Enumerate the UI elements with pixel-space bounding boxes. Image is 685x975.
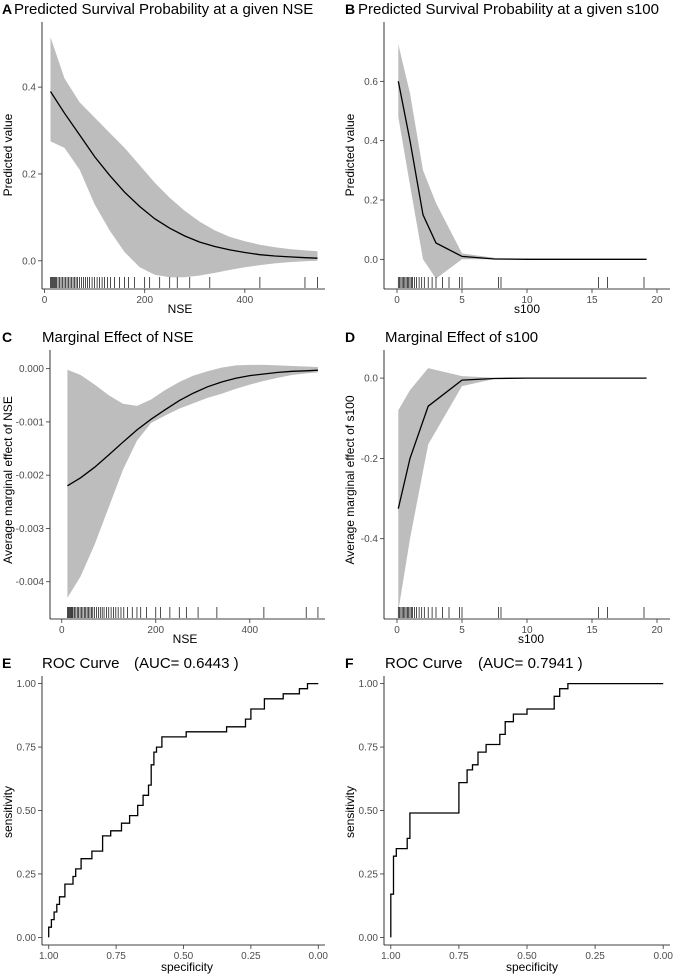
panel-c-curve	[67, 369, 318, 487]
panel-letter-d: D	[345, 329, 355, 345]
panel-c: C Marginal Effect of NSE NSE Average mar…	[1, 329, 325, 646]
panel-d-xlabel: s100	[518, 632, 544, 646]
panel-d-y-tick-label: 0.0	[364, 374, 378, 385]
panel-d-x-tick-label: 5	[459, 625, 465, 636]
panel-b-x-tick-label: 20	[651, 295, 663, 306]
panel-d-x-tick-label: 20	[651, 625, 663, 636]
panel-c-x-tick-label: 200	[147, 625, 164, 636]
panel-e-x-tick-label: 0.75	[106, 951, 126, 962]
panel-d-y-tick-label: -0.4	[361, 534, 379, 545]
panel-c-xlabel: NSE	[173, 632, 198, 646]
panel-f-y-tick-label: 0.75	[359, 743, 379, 754]
panel-d: D Marginal Effect of s100 s100 Average m…	[343, 329, 670, 646]
panel-e-y-tick-label: 1.00	[17, 679, 37, 690]
panel-letter-c: C	[2, 329, 12, 345]
panel-a-curve	[49, 91, 318, 259]
panel-d-x-tick-label: 0	[394, 625, 400, 636]
panel-b: B Predicted Survival Probability at a gi…	[343, 1, 670, 316]
panel-f-y-tick-label: 0.00	[359, 933, 379, 944]
panel-f-x-tick-label: 0.00	[653, 951, 673, 962]
panel-c-confidence-band	[67, 364, 318, 598]
panel-d-x-tick-label: 10	[521, 625, 533, 636]
panel-e-title: ROC Curve	[42, 655, 120, 672]
panel-f: F ROC Curve (AUC= 0.7941 ) specificity s…	[343, 655, 673, 974]
panel-a-title: Predicted Survival Probability at a give…	[14, 1, 313, 18]
panel-e-auc: (AUC= 0.6443 )	[134, 655, 239, 672]
panel-a-y-tick-label: 0.0	[22, 256, 36, 267]
panel-f-x-tick-label: 0.75	[449, 951, 469, 962]
panel-d-confidence-band	[398, 368, 647, 611]
panel-f-title: ROC Curve	[385, 655, 463, 672]
panel-a-confidence-band	[50, 37, 318, 278]
panel-d-title: Marginal Effect of s100	[385, 329, 538, 346]
panel-letter-e: E	[2, 655, 11, 671]
panel-e-xlabel: specificity	[161, 960, 213, 974]
panel-e-y-tick-label: 0.50	[17, 806, 37, 817]
panel-f-x-tick-label: 0.50	[517, 951, 537, 962]
panel-d-y-tick-label: -0.2	[361, 454, 379, 465]
panel-a-y-tick-label: 0.4	[22, 83, 36, 94]
panel-letter-b: B	[345, 1, 355, 17]
panel-f-roc-curve	[390, 682, 664, 938]
panel-c-y-tick-label: -0.004	[16, 577, 45, 588]
panel-e-ylabel: sensitivity	[1, 786, 15, 838]
panel-b-x-tick-label: 5	[459, 295, 465, 306]
panel-b-xlabel: s100	[514, 302, 540, 316]
panel-c-y-tick-label: -0.003	[16, 524, 45, 535]
panel-b-y-tick-label: 0.6	[364, 77, 378, 88]
panel-e-x-tick-label: 0.25	[241, 951, 261, 962]
panel-e: E ROC Curve (AUC= 0.6443 ) specificity s…	[1, 655, 328, 974]
panel-c-x-tick-label: 400	[241, 625, 258, 636]
panel-f-y-tick-label: 0.25	[359, 869, 379, 880]
panel-a-ylabel: Predicted value	[1, 113, 15, 196]
panel-e-x-tick-label: 0.50	[174, 951, 194, 962]
panel-b-ylabel: Predicted value	[343, 113, 357, 196]
panel-c-y-tick-label: -0.002	[16, 471, 45, 482]
panel-b-curve	[397, 81, 647, 260]
panel-f-y-tick-label: 0.50	[359, 806, 379, 817]
panel-c-ylabel: Average marginal effect of NSE	[1, 396, 15, 564]
panel-a-x-tick-label: 400	[237, 295, 254, 306]
panel-a-xlabel: NSE	[168, 302, 193, 316]
panel-e-y-tick-label: 0.25	[17, 869, 37, 880]
panel-f-y-tick-label: 1.00	[359, 679, 379, 690]
panel-c-y-tick-label: -0.001	[16, 417, 45, 428]
panel-d-ylabel: Average marginal effect of s100	[343, 395, 357, 564]
panel-f-xlabel: specificity	[506, 960, 558, 974]
panel-b-x-tick-label: 10	[521, 295, 533, 306]
panel-a: A Predicted Survival Probability at a gi…	[1, 1, 325, 316]
panel-f-auc: (AUC= 0.7941 )	[478, 655, 583, 672]
panel-d-x-tick-label: 15	[586, 625, 598, 636]
panel-e-x-tick-label: 1.00	[39, 951, 59, 962]
panel-letter-f: F	[345, 655, 354, 671]
panel-a-x-tick-label: 200	[136, 295, 153, 306]
panel-d-curve	[397, 377, 647, 509]
panel-f-ylabel: sensitivity	[343, 786, 357, 838]
panel-letter-a: A	[2, 1, 12, 17]
panel-b-y-tick-label: 0.2	[364, 196, 378, 207]
panel-c-title: Marginal Effect of NSE	[42, 329, 193, 346]
panel-c-y-tick-label: 0.000	[19, 364, 44, 375]
panel-c-x-tick-label: 0	[59, 625, 65, 636]
panel-b-confidence-band	[398, 44, 647, 279]
panel-f-x-tick-label: 1.00	[381, 951, 401, 962]
panel-b-x-tick-label: 15	[586, 295, 598, 306]
panel-b-y-tick-label: 0.0	[364, 255, 378, 266]
panel-e-y-tick-label: 0.75	[17, 743, 37, 754]
panel-b-y-tick-label: 0.4	[364, 136, 378, 147]
panel-a-x-tick-label: 0	[42, 295, 48, 306]
panel-e-x-tick-label: 0.00	[309, 951, 329, 962]
panel-a-y-tick-label: 0.2	[22, 169, 36, 180]
panel-b-x-tick-label: 0	[394, 295, 400, 306]
panel-e-roc-curve	[48, 682, 319, 938]
panel-b-title: Predicted Survival Probability at a give…	[358, 1, 659, 18]
panel-f-x-tick-label: 0.25	[585, 951, 605, 962]
panel-e-y-tick-label: 0.00	[17, 933, 37, 944]
